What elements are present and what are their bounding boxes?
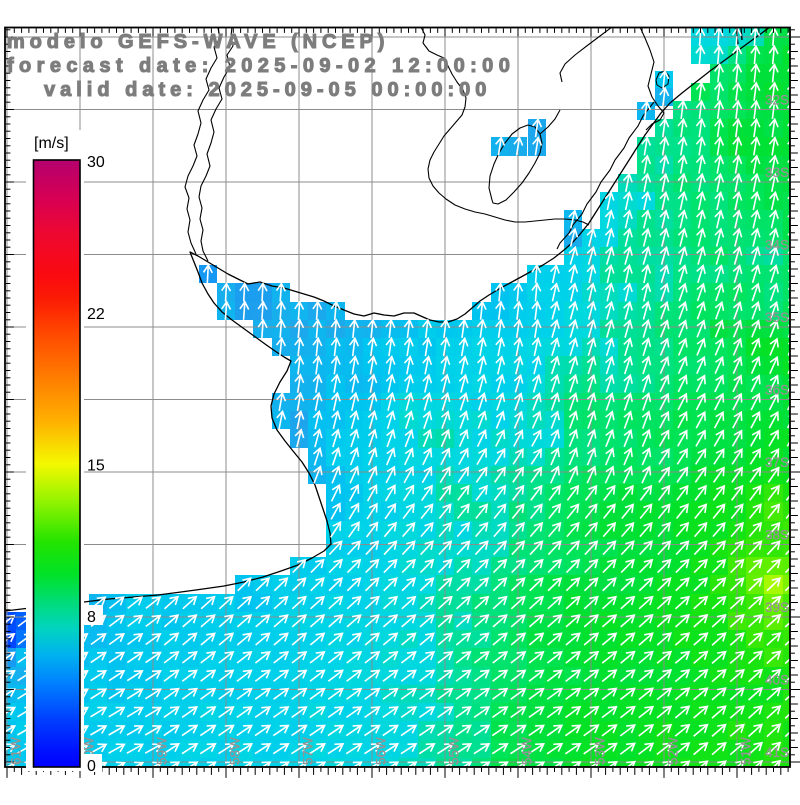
svg-text:[m/s]: [m/s] [34, 135, 69, 152]
svg-text:61W: 61W [9, 737, 24, 765]
svg-text:54W: 54W [520, 737, 535, 765]
svg-text:51W: 51W [739, 737, 754, 765]
svg-text:52W: 52W [666, 737, 681, 765]
svg-text:modelo GEFS-WAVE (NCEP): modelo GEFS-WAVE (NCEP) [7, 31, 389, 53]
svg-text:36S: 36S [765, 383, 789, 398]
svg-text:forecast date: 2025-09-02 12:0: forecast date: 2025-09-02 12:00:00 [7, 55, 515, 77]
svg-text:valid date: 2025-09-05 00:00:0: valid date: 2025-09-05 00:00:00 [44, 79, 491, 101]
svg-text:34S: 34S [765, 238, 789, 253]
svg-text:37S: 37S [765, 455, 789, 470]
svg-text:57W: 57W [301, 737, 316, 765]
svg-text:8: 8 [87, 609, 96, 626]
svg-text:39S: 39S [765, 600, 789, 615]
svg-text:0: 0 [87, 758, 96, 775]
svg-text:33S: 33S [765, 165, 789, 180]
svg-text:22: 22 [87, 306, 105, 323]
svg-text:40S: 40S [765, 673, 789, 688]
svg-text:30: 30 [87, 154, 105, 171]
svg-text:35S: 35S [765, 310, 789, 325]
svg-text:53W: 53W [593, 737, 608, 765]
svg-text:41S: 41S [765, 745, 789, 760]
svg-text:38S: 38S [765, 528, 789, 543]
svg-text:15: 15 [87, 458, 105, 475]
svg-text:58W: 58W [228, 737, 243, 765]
svg-text:59W: 59W [155, 737, 170, 765]
svg-text:55W: 55W [447, 737, 462, 765]
svg-text:56W: 56W [374, 737, 389, 765]
svg-text:32S: 32S [765, 93, 789, 108]
